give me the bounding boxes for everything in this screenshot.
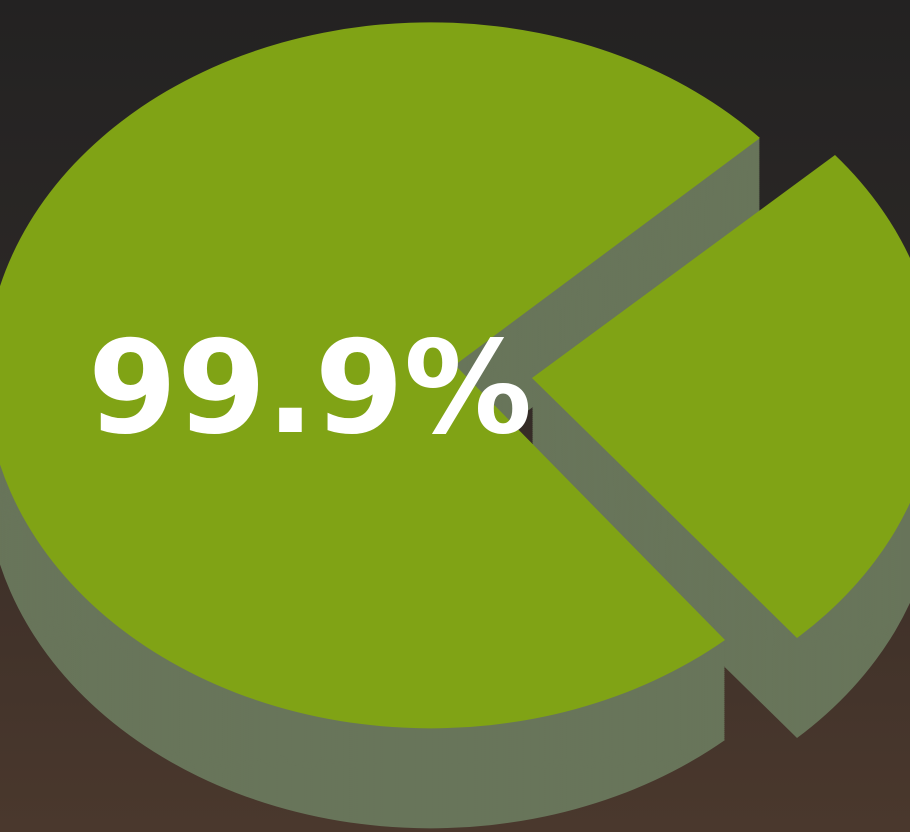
pie-slice-cut (532, 155, 910, 638)
pie-slice-main (0, 22, 760, 729)
label: 99.9% (88, 314, 532, 463)
